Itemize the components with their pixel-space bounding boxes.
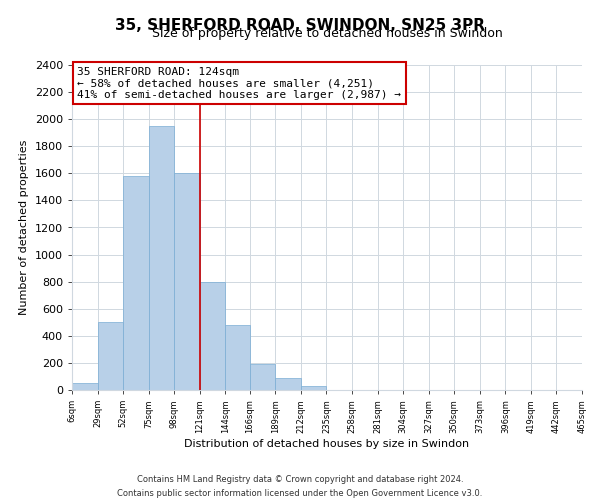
Bar <box>250 364 275 390</box>
Title: Size of property relative to detached houses in Swindon: Size of property relative to detached ho… <box>152 27 502 40</box>
Bar <box>275 378 301 390</box>
X-axis label: Distribution of detached houses by size in Swindon: Distribution of detached houses by size … <box>184 438 470 448</box>
Text: 35, SHERFORD ROAD, SWINDON, SN25 3PR: 35, SHERFORD ROAD, SWINDON, SN25 3PR <box>115 18 485 32</box>
Text: 35 SHERFORD ROAD: 124sqm
← 58% of detached houses are smaller (4,251)
41% of sem: 35 SHERFORD ROAD: 124sqm ← 58% of detach… <box>77 66 401 100</box>
Bar <box>301 386 326 390</box>
Bar <box>72 383 98 390</box>
Bar <box>98 322 123 390</box>
Bar <box>123 176 149 390</box>
Text: Contains HM Land Registry data © Crown copyright and database right 2024.
Contai: Contains HM Land Registry data © Crown c… <box>118 476 482 498</box>
Bar <box>200 282 226 390</box>
Bar <box>149 126 174 390</box>
Y-axis label: Number of detached properties: Number of detached properties <box>19 140 29 315</box>
Bar <box>226 325 250 390</box>
Bar <box>174 174 200 390</box>
